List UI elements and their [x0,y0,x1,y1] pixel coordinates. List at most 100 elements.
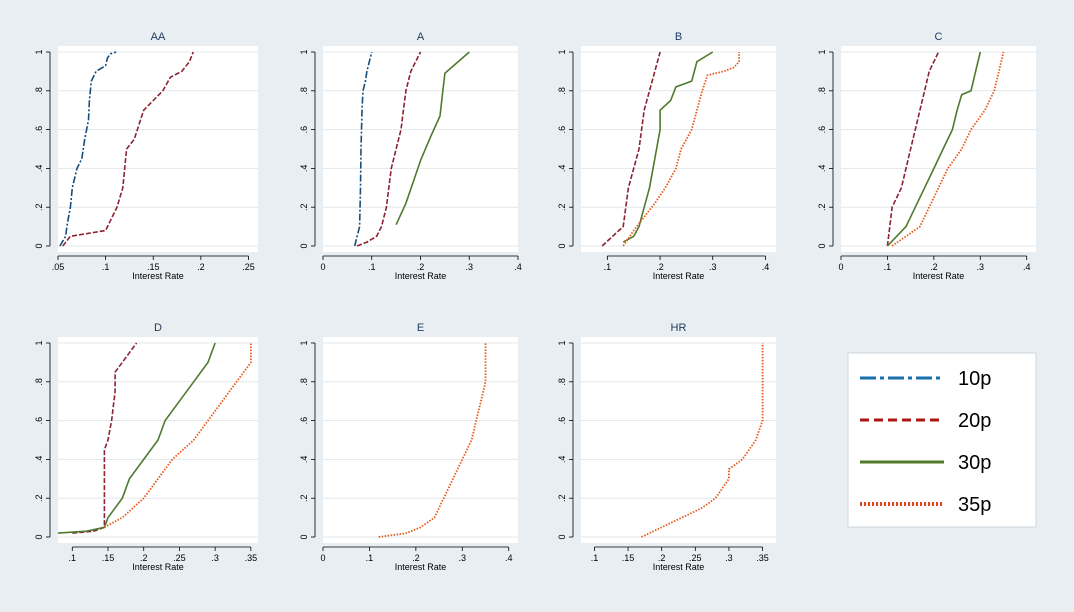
legend-box [847,352,1037,528]
y-tick-label: .2 [817,203,827,211]
x-axis-label: Interest Rate [132,562,184,572]
x-tick-label: .2 [930,262,938,272]
y-tick-label: .4 [299,165,309,173]
y-tick-label: .4 [299,456,309,464]
panel-b: 0 .2 .4 .6 .8 1 .1 .2 .3 .4 B Interest Rate [557,18,811,281]
y-tick-label: .8 [299,87,309,95]
series-line-35p [641,343,764,538]
y-tick-label: .2 [299,203,309,211]
y-tick-label: 0 [299,534,309,539]
panel-hr: 0 .2 .4 .6 .8 1 .1 .15 .2 .25 .3 .35 HR Interest Rate [557,308,811,572]
x-tick-label: .15 [147,262,160,272]
x-tick-label: .4 [1023,262,1031,272]
x-tick-label: .2 [417,262,425,272]
series-line-10p [353,51,373,247]
panel-title: AA [151,31,166,43]
y-tick-label: 0 [817,243,827,248]
x-tick-label: .1 [368,262,376,272]
y-tick-label: .6 [557,126,567,134]
x-tick-label: .1 [366,553,374,563]
x-tick-label: .1 [884,262,892,272]
x-tick-label: .15 [622,553,635,563]
plot-area [58,46,258,252]
y-tick-label: .6 [299,126,309,134]
y-tick-label: .2 [34,494,44,502]
legend-label-35p: 35p [958,494,991,516]
y-tick-label: .6 [34,126,44,134]
y-tick-label: 1 [557,49,567,54]
panel-title: A [417,31,425,43]
plot-area [323,337,518,543]
x-axis-label: Interest Rate [653,562,705,572]
y-tick-label: 0 [34,534,44,539]
y-tick-label: .6 [557,417,567,425]
x-tick-label: .4 [762,262,770,272]
y-tick-label: .8 [34,378,44,386]
y-tick-label: .8 [557,87,567,95]
chart-panels: 0 .2 .4 .6 .8 1 .05 .1 .15 .2 .25 AA Interest Rate 0.… [34,18,1071,572]
legend-label-10p: 10p [958,368,991,390]
y-tick-label: 1 [299,340,309,345]
y-tick-label: .8 [817,87,827,95]
y-tick-label: .4 [817,165,827,173]
y-tick-label: .2 [299,494,309,502]
series-line-30p [622,51,714,243]
panel-d: 0 .2 .4 .6 .8 1 .1 .15 .2 .25 .3 .35 D Interest Rate [34,308,290,572]
x-tick-label: .1 [604,262,612,272]
panel-title: E [417,322,424,334]
x-tick-label: .05 [52,262,65,272]
x-tick-label: .4 [514,262,522,272]
y-tick-label: .4 [34,165,44,173]
plot-area [841,46,1036,252]
x-axis-label: Interest Rate [395,562,447,572]
x-tick-label: .25 [689,553,702,563]
panel-aa: 0 .2 .4 .6 .8 1 .05 .1 .15 .2 .25 AA Interest Rate [34,18,290,281]
x-tick-label: .3 [211,553,219,563]
y-tick-label: .2 [34,203,44,211]
x-axis-label: Interest Rate [653,271,705,281]
series-line-20p [356,51,422,247]
panel-title: C [935,31,943,43]
y-tick-label: 0 [557,243,567,248]
x-tick-label: 0 [838,262,843,272]
panel-a: 0 .2 .4 .6 .8 1 0 .1 .2 .3 .4 A Interest Rate [299,18,553,281]
x-axis-label: Interest Rate [395,271,447,281]
y-tick-label: .2 [557,494,567,502]
series-line-20p [886,51,940,247]
y-tick-label: .4 [557,456,567,464]
y-tick-label: .2 [557,203,567,211]
y-tick-label: .8 [34,87,44,95]
series-line-30p [886,51,982,247]
x-tick-label: .3 [977,262,985,272]
panel-title: HR [671,322,687,334]
x-tick-label: .3 [709,262,717,272]
y-tick-label: .6 [817,126,827,134]
x-tick-label: .15 [102,553,115,563]
legend: 10p 20p 30p 35p [847,352,1037,528]
x-tick-label: .2 [658,553,666,563]
y-tick-label: .8 [557,378,567,386]
y-tick-label: 0 [34,243,44,248]
plot-area [581,46,776,252]
x-tick-label: 0 [320,262,325,272]
series-line-35p [103,343,252,529]
x-axis-label: Interest Rate [132,271,184,281]
x-tick-label: .3 [465,262,473,272]
plot-area [581,337,776,543]
y-tick-label: 1 [34,340,44,345]
y-tick-label: 1 [817,49,827,54]
series-line-35p [378,343,487,538]
plot-area [323,46,518,252]
y-tick-label: 1 [34,49,44,54]
panel-title: D [154,322,162,334]
x-tick-label: .35 [756,553,769,563]
x-tick-label: .2 [412,553,420,563]
panel-e: 0 .2 .4 .6 .8 1 0 .1 .2 .3 .4 E Interest Rate [299,308,553,572]
x-tick-label: .25 [242,262,255,272]
series-line-30p [395,51,470,226]
y-tick-label: .4 [557,165,567,173]
x-tick-label: 0 [320,553,325,563]
y-tick-label: .8 [299,378,309,386]
series-line-35p [622,52,740,247]
